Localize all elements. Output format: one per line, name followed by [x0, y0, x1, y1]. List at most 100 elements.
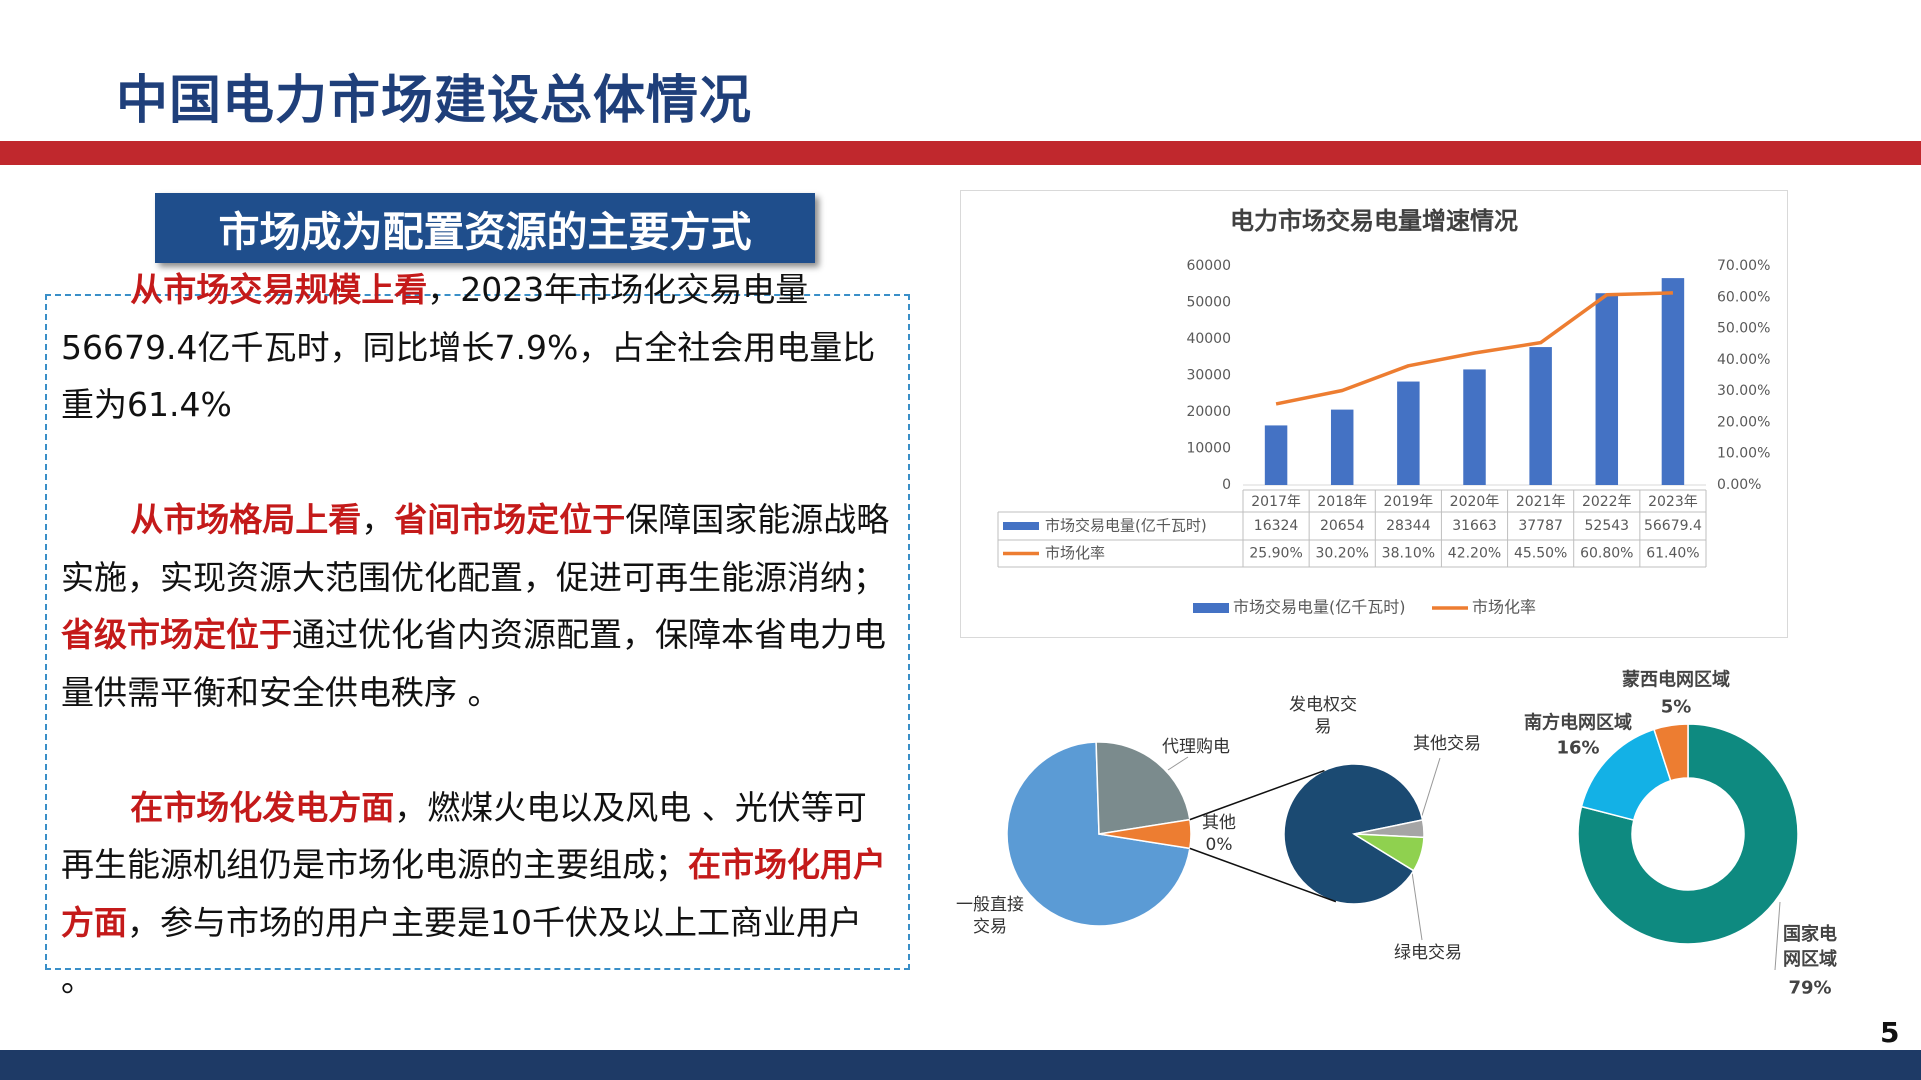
y-tick-label: 40000	[1186, 331, 1231, 347]
pie-label: 其他交易	[1413, 734, 1481, 754]
bar	[1463, 369, 1486, 485]
highlight-text: 从市场格局上看	[130, 500, 362, 539]
header-band	[0, 141, 1921, 165]
donut-slice	[1653, 723, 1689, 782]
table-cell: 28344	[1386, 518, 1431, 534]
table-cell: 45.50%	[1514, 546, 1567, 562]
highlight-text: 在市场化发电方面	[130, 787, 395, 827]
pie-label: 发电权交易	[1289, 695, 1357, 737]
donut-value: 79%	[1788, 977, 1832, 999]
table-header: 2022年	[1582, 494, 1632, 510]
section-title: 市场成为配置资源的主要方式	[155, 193, 815, 263]
y2-tick-label: 60.00%	[1717, 289, 1770, 305]
legend-label: 市场交易电量(亿千瓦时)	[1233, 598, 1406, 617]
pie-label: 代理购电	[1162, 737, 1230, 757]
pie-annotation: 0%	[1205, 835, 1233, 855]
table-key	[1003, 522, 1039, 530]
table-row-label: 市场化率	[1045, 544, 1105, 562]
table-row-label: 市场交易电量(亿千瓦时)	[1045, 517, 1207, 535]
table-cell: 52543	[1585, 518, 1630, 534]
leader-line	[1167, 756, 1189, 771]
paragraph: 在市场化发电方面，燃煤火电以及风电 、光伏等可再生能源机组仍是市场化电源的主要组…	[61, 779, 899, 1009]
y2-tick-label: 50.00%	[1717, 321, 1770, 337]
connector	[1189, 769, 1325, 821]
table-cell: 42.20%	[1448, 546, 1501, 562]
y-tick-label: 0	[1222, 477, 1231, 493]
y2-tick-label: 10.00%	[1717, 446, 1770, 462]
legend-key	[1193, 603, 1229, 613]
table-cell: 56679.4	[1644, 518, 1702, 534]
y-tick-label: 10000	[1186, 441, 1231, 457]
pie-label: 其他	[1202, 813, 1236, 833]
slide-title: 中国电力市场建设总体情况	[116, 71, 753, 131]
text-run: 通过优化省内资源配置，保障本省电力电量供需平衡和安全供电秩序 。	[61, 615, 886, 712]
leader-line	[1774, 901, 1781, 971]
highlight-text: 省间市场定位于	[394, 500, 626, 539]
footer-band	[0, 1050, 1921, 1080]
page-number: 5	[1880, 1016, 1900, 1049]
table-header: 2019年	[1384, 494, 1434, 510]
y-tick-label: 50000	[1186, 295, 1231, 311]
text-run: ，	[361, 500, 395, 539]
text-frame	[45, 294, 910, 970]
bar	[1661, 278, 1685, 485]
table-header: 2017年	[1251, 494, 1301, 510]
table-cell: 30.20%	[1316, 546, 1369, 562]
pie-slice	[1095, 741, 1191, 835]
paragraph: 从市场格局上看，省间市场定位于保障国家能源战略实施，实现资源大范围优化配置，促进…	[61, 491, 899, 721]
donut-value: 16%	[1556, 737, 1600, 759]
highlight-text: 从市场交易规模上看	[130, 270, 428, 309]
table-header: 2018年	[1317, 494, 1367, 510]
highlight-text: 省级市场定位于	[61, 615, 292, 654]
table-header: 2021年	[1516, 494, 1566, 510]
line	[1275, 291, 1673, 406]
bar	[1595, 293, 1619, 485]
paragraph: 从市场交易规模上看，2023年市场化交易电量56679.4亿千瓦时，同比增长7.…	[61, 261, 899, 434]
donut-label: 蒙西电网区域	[1622, 669, 1730, 691]
bar	[1529, 347, 1552, 485]
y2-tick-label: 70.00%	[1717, 258, 1770, 274]
y2-tick-label: 0.00%	[1717, 477, 1761, 493]
pie-label: 绿电交易	[1394, 943, 1462, 963]
y2-tick-label: 40.00%	[1717, 352, 1770, 368]
highlight-text: 在市场化用户方面	[61, 845, 886, 942]
table-cell: 16324	[1254, 518, 1299, 534]
text-run: ，参与市场的用户主要是10千伏及以上工商业用户 。	[61, 902, 862, 1000]
table-cell: 20654	[1320, 518, 1365, 534]
pie-slice	[1353, 833, 1425, 872]
bar	[1264, 425, 1288, 485]
leader-line	[1419, 757, 1441, 823]
y2-tick-label: 30.00%	[1717, 383, 1770, 399]
text-run: 保障国家能源战略实施，实现资源大范围优化配置，促进可再生能源消纳；	[61, 500, 890, 597]
table-cell: 38.10%	[1382, 546, 1435, 562]
donut-label: 国家电网区域	[1783, 924, 1837, 970]
text-run: ，燃煤火电以及风电 、光伏等可再生能源机组仍是市场化电源的主要组成；	[61, 787, 867, 885]
bar	[1330, 409, 1354, 485]
donut-value: 5%	[1660, 696, 1692, 718]
leader-line	[1411, 871, 1423, 941]
donut-label: 南方电网区域	[1524, 712, 1632, 734]
pie-label: 一般直接交易	[956, 895, 1024, 937]
y-tick-label: 60000	[1186, 258, 1231, 274]
chart-frame	[960, 190, 1788, 638]
table-header: 2023年	[1648, 494, 1698, 510]
table-cell: 61.40%	[1646, 546, 1699, 562]
legend-label: 市场化率	[1472, 598, 1536, 617]
table-cell: 60.80%	[1580, 546, 1633, 562]
table-cell: 37787	[1518, 518, 1563, 534]
chart-title: 电力市场交易电量增速情况	[1230, 207, 1518, 235]
donut-slice	[1577, 723, 1799, 945]
connector	[1189, 847, 1337, 903]
y2-tick-label: 20.00%	[1717, 414, 1770, 430]
table-cell: 31663	[1452, 518, 1497, 534]
y-tick-label: 30000	[1186, 368, 1231, 384]
text-run: ，2023年市场化交易电量56679.4亿千瓦时，同比增长7.9%，占全社会用电…	[61, 270, 876, 424]
table-header: 2020年	[1450, 494, 1500, 510]
y-tick-label: 20000	[1186, 404, 1231, 420]
bar	[1397, 381, 1420, 485]
pie-slice	[1283, 763, 1424, 905]
table-cell: 25.90%	[1249, 546, 1302, 562]
body-text: 从市场交易规模上看，2023年市场化交易电量56679.4亿千瓦时，同比增长7.…	[61, 261, 899, 1066]
